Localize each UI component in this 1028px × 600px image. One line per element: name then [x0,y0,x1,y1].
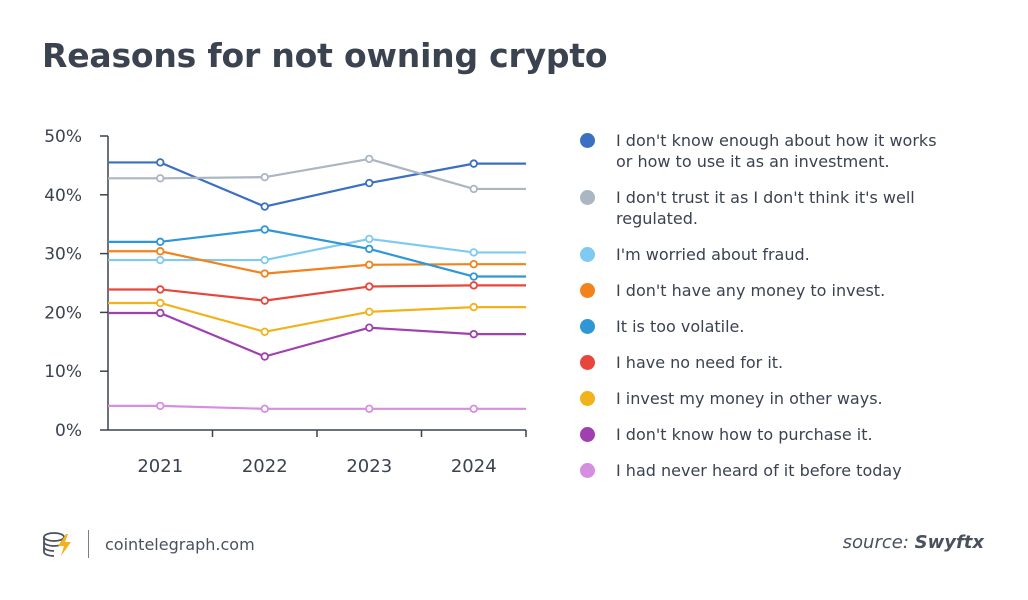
x-tick-label: 2023 [346,456,392,477]
data-point [156,158,165,167]
legend-label: I invest my money in other ways. [616,389,883,408]
legend-item: I don't trust it as I don't think it's w… [578,187,938,229]
legend-item: I invest my money in other ways. [578,388,938,409]
series-line [108,250,526,275]
legend-item: It is too volatile. [578,316,938,337]
series-line [108,228,526,278]
data-point [365,154,374,164]
legend-label: I don't know how to purchase it. [616,425,873,444]
data-point [156,308,165,318]
legend-item: I had never heard of it before today [578,460,938,481]
series-line [108,157,526,191]
data-point [260,327,269,337]
y-tick-label: 0% [55,421,82,441]
data-point [260,404,269,414]
x-tick-label: 2024 [451,456,497,477]
legend-marker [580,319,595,334]
legend-label: I'm worried about fraud. [616,245,810,264]
data-point [156,237,165,247]
data-point [469,281,478,290]
legend-marker [580,391,595,406]
y-tick-label: 20% [44,303,82,323]
legend-marker [580,283,595,298]
series-line [108,237,526,262]
y-tick-label: 10% [44,362,82,382]
data-point [260,269,269,278]
data-point [469,329,478,339]
data-point [469,302,478,312]
x-tick-label: 2022 [242,456,288,477]
legend-marker [580,463,595,478]
legend-marker [580,427,595,442]
chart-title: Reasons for not owning crypto [42,36,608,75]
legend-item: I'm worried about fraud. [578,244,938,265]
data-point [156,298,165,308]
legend-label: I don't have any money to invest. [616,281,886,300]
footer-divider [88,530,89,558]
legend-item: I don't know enough about how it works o… [578,130,938,172]
x-tick-label: 2021 [137,456,183,477]
data-point [156,247,165,256]
data-point [260,172,269,182]
line-chart: 0% 10% 20% 30% 40% 50% 2021 2022 2023 2024 [44,127,527,477]
data-point [469,404,478,414]
data-point [469,159,478,168]
y-tick-label: 50% [44,127,82,147]
legend-label: I don't know enough about how it works o… [616,131,937,171]
legend-marker [580,247,595,262]
series-line [108,301,526,333]
source-prefix: source: [842,532,909,553]
footer: cointelegraph.com [42,527,255,561]
legend-label: It is too volatile. [616,317,745,336]
data-point [365,307,374,317]
data-point [469,272,478,281]
data-point [469,259,478,269]
series-line [108,161,526,208]
data-point [260,255,269,265]
data-point [365,404,374,414]
data-point [156,285,165,294]
source-name: Swyftx [914,532,984,553]
y-tick-label: 40% [44,186,82,206]
data-point [260,296,269,305]
legend-label: I don't trust it as I don't think it's w… [616,188,915,228]
data-point [156,174,165,183]
legend-item: I have no need for it. [578,352,938,373]
data-point [260,225,269,234]
data-point [365,282,374,291]
data-point [260,352,269,361]
data-point [365,234,374,244]
coin-stack-lightning-icon [43,532,71,557]
data-point [156,255,165,265]
data-point [469,248,478,257]
source-credit: source: Swyftx [843,532,984,553]
data-point [260,202,269,211]
y-tick-label: 30% [44,245,82,265]
series-line [108,404,526,410]
chart-legend: I don't know enough about how it works o… [578,130,938,496]
data-point [365,260,374,269]
legend-item: I don't have any money to invest. [578,280,938,301]
legend-marker [580,355,595,370]
legend-marker [580,190,595,205]
site-name: cointelegraph.com [105,534,255,554]
series-line [108,311,526,358]
data-point [365,178,374,188]
legend-label: I have no need for it. [616,353,784,372]
legend-label: I had never heard of it before today [616,461,902,480]
data-point [156,401,165,411]
legend-marker [580,133,595,148]
data-point [469,184,478,194]
data-point [365,244,374,254]
series-line [108,284,526,302]
legend-item: I don't know how to purchase it. [578,424,938,445]
data-point [365,323,374,332]
